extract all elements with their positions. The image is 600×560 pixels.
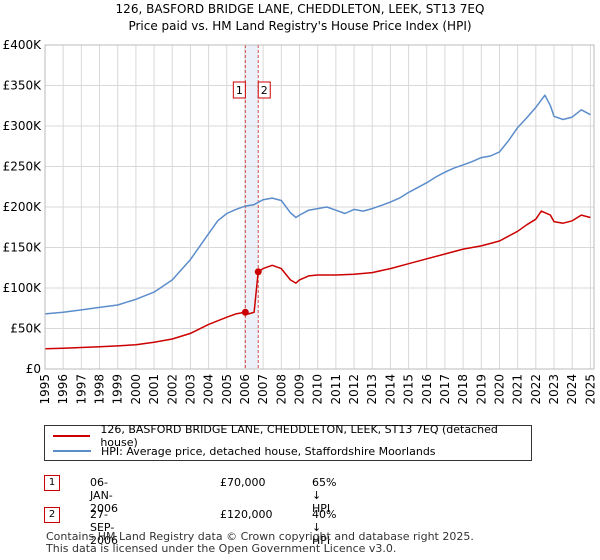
legend-label-property: 126, BASFORD BRIDGE LANE, CHEDDLETON, LE… (100, 423, 498, 449)
x-tick-label: 2020 (492, 374, 506, 405)
price-chart: £0 £50K £100K £150K £200K £250K £300K £350K £400… (3, 38, 598, 405)
sale-point (241, 308, 249, 316)
chart-legend: 126, BASFORD BRIDGE LANE, CHEDDLETON, LE… (44, 423, 532, 461)
y-tick-label: £350K (3, 79, 43, 93)
transaction-badge: 1 (44, 475, 60, 491)
x-tick-label: 2006 (238, 374, 252, 405)
x-tick-label: 1996 (56, 374, 70, 405)
transaction-date: 27-SEP-2006 (90, 508, 118, 547)
x-tick-label: 2004 (202, 374, 216, 405)
y-tick-label: £0 (26, 362, 41, 376)
x-tick-label: 2016 (420, 374, 434, 405)
chart-subtitle: Price paid vs. HM Land Registry's House … (128, 19, 472, 33)
transaction-date: 06-JAN-2006 (90, 476, 118, 515)
y-tick-label: £250K (3, 160, 43, 174)
legend-item-property: 126, BASFORD BRIDGE LANE, CHEDDLETON, LE… (53, 423, 531, 449)
x-tick-label: 1998 (93, 374, 107, 405)
y-tick-label: £50K (10, 322, 42, 336)
x-tick-label: 2005 (220, 374, 234, 405)
legend-swatch-property (53, 435, 91, 437)
sale-annotation-label: 2 (261, 84, 268, 97)
property-price-line (44, 210, 591, 350)
x-tick-label: 2023 (547, 374, 561, 405)
legend-label-hpi: HPI: Average price, detached house, Staf… (101, 444, 436, 458)
x-tick-label: 2007 (256, 374, 270, 405)
footer-licence: This data is licensed under the Open Gov… (46, 542, 397, 555)
y-tick-label: £150K (3, 241, 43, 255)
chart-title: 126, BASFORD BRIDGE LANE, CHEDDLETON, LE… (115, 2, 485, 16)
x-tick-label: 2008 (274, 374, 288, 405)
x-tick-label: 1999 (111, 374, 125, 405)
transaction-badge: 2 (44, 507, 60, 523)
hpi-line (44, 94, 591, 315)
x-tick-label: 2017 (438, 374, 452, 405)
x-tick-label: 2021 (511, 374, 525, 405)
x-tick-label: 2001 (147, 374, 161, 405)
x-tick-label: 2022 (529, 374, 543, 405)
sale-point (254, 268, 262, 276)
x-tick-label: 2024 (565, 374, 579, 405)
x-tick-label: 2009 (293, 374, 307, 405)
transaction-hpi-diff: 40% ↓ HPI (312, 508, 337, 547)
legend-swatch-hpi (53, 450, 91, 452)
transaction-price: £70,000 (220, 476, 266, 489)
x-tick-label: 2002 (165, 374, 179, 405)
sale-annotation-box (257, 81, 271, 99)
y-tick-label: £200K (3, 200, 43, 214)
footer-copyright: Contains HM Land Registry data © Crown c… (46, 530, 474, 543)
transaction-hpi-diff: 65% ↓ HPI (312, 476, 337, 515)
x-tick-label: 2000 (129, 374, 143, 405)
y-tick-label: £100K (3, 281, 43, 295)
x-tick-label: 1997 (74, 374, 88, 405)
sale-annotation-label: 1 (236, 84, 243, 97)
transaction-price: £120,000 (220, 508, 273, 521)
y-tick-label: £300K (3, 119, 43, 133)
sale-annotation-box (232, 81, 246, 99)
y-tick-label: £400K (3, 38, 43, 52)
x-tick-label: 2018 (456, 374, 470, 405)
x-tick-label: 2025 (583, 374, 597, 405)
x-tick-label: 2012 (347, 374, 361, 405)
x-tick-label: 2015 (402, 374, 416, 405)
x-tick-label: 2010 (311, 374, 325, 405)
x-tick-label: 2011 (329, 374, 343, 405)
x-tick-label: 2003 (183, 374, 197, 405)
legend-item-hpi: HPI: Average price, detached house, Staf… (53, 443, 436, 459)
x-tick-label: 2019 (474, 374, 488, 405)
x-tick-label: 1995 (38, 374, 52, 405)
plot-frame (44, 44, 595, 370)
x-tick-label: 2014 (383, 374, 397, 405)
x-tick-label: 2013 (365, 374, 379, 405)
